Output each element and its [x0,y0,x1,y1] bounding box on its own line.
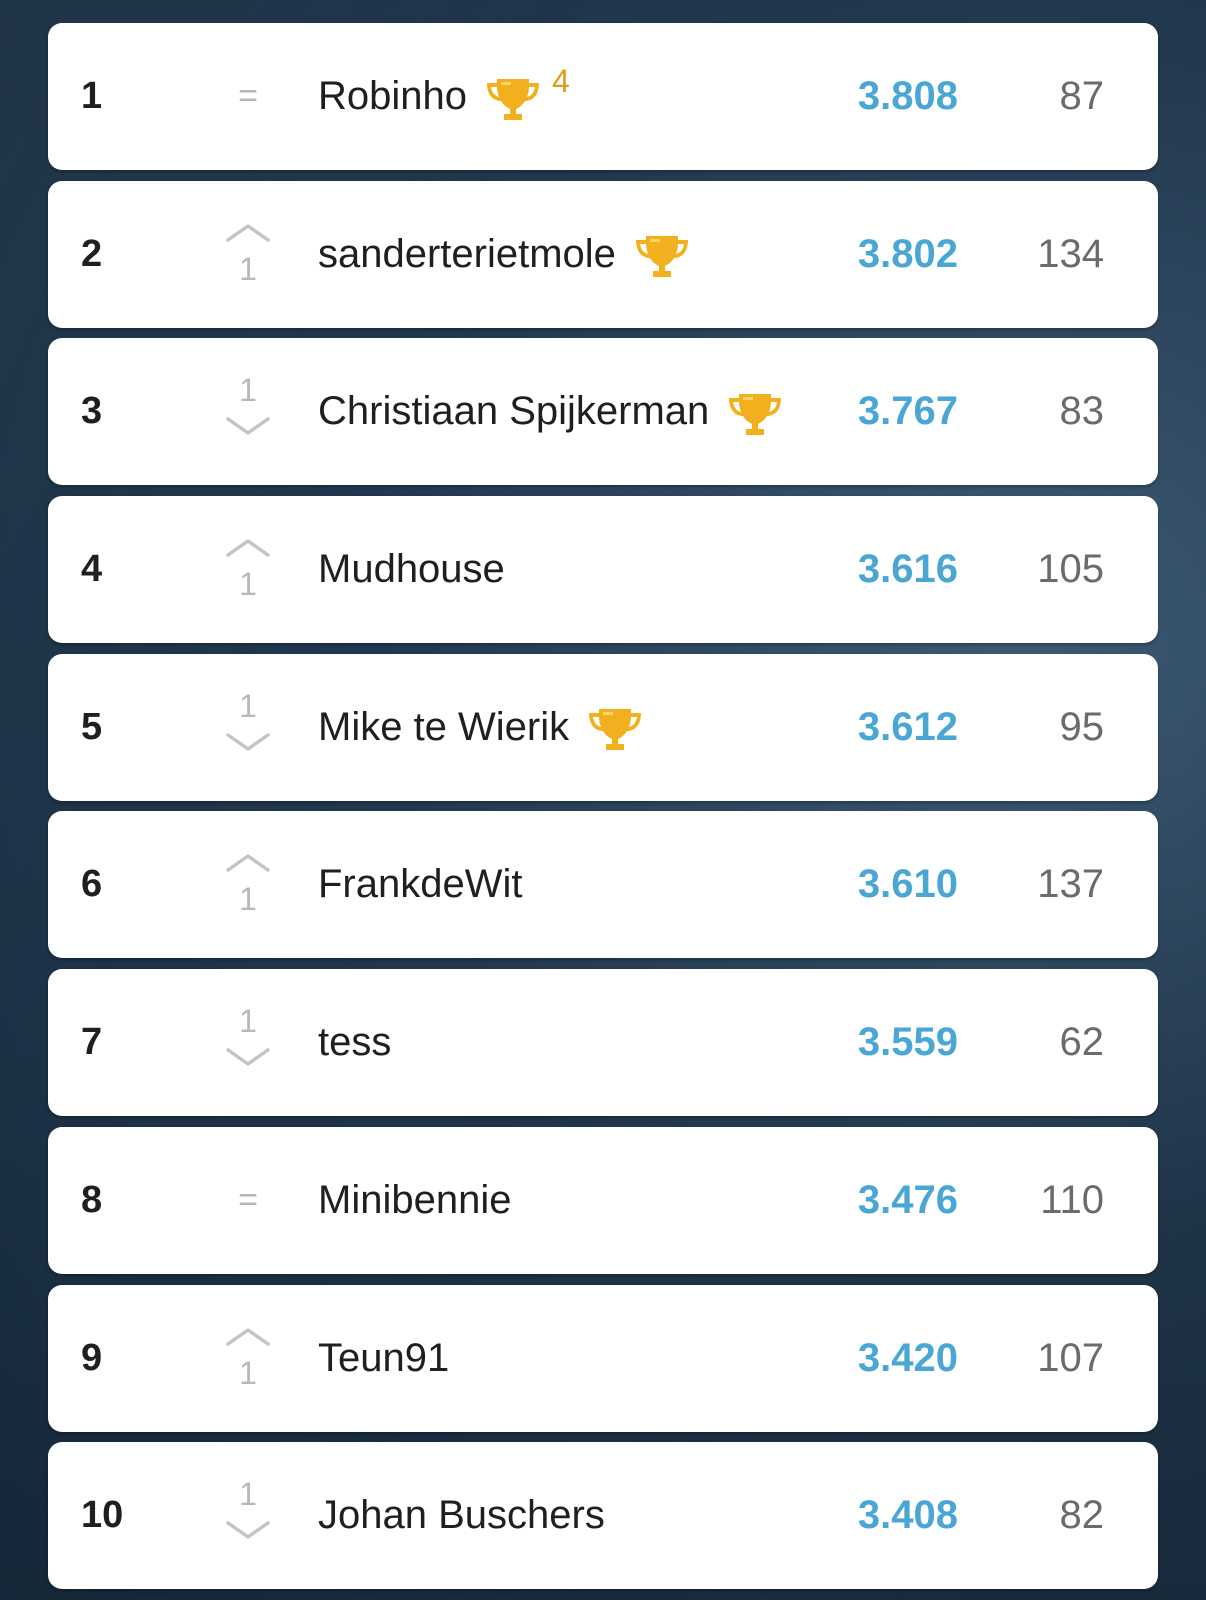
player-count: 83 [1059,389,1105,434]
player-name[interactable]: Minibennie [318,1177,512,1222]
leaderboard-row[interactable]: 3 1 Christiaan Spijkerman 3.767 83 [48,338,1158,486]
trophy-icon [727,388,783,440]
movement-amount: 1 [239,1354,257,1391]
movement-amount: 1 [239,566,257,603]
leaderboard-row[interactable]: 9 1 Teun91 3.420 107 [48,1284,1158,1432]
player-count: 105 [1037,547,1104,592]
player-name[interactable]: Christiaan Spijkerman [318,389,710,434]
movement-amount: 1 [239,687,257,724]
player-count: 110 [1040,1177,1104,1222]
player-points: 3.808 [857,74,958,118]
rank-number: 1 [81,75,103,117]
player-points: 3.559 [857,1020,958,1065]
player-name[interactable]: sanderterietmole [318,231,616,276]
rank-number: 9 [81,1336,103,1379]
player-count: 137 [1037,862,1104,907]
rank-number: 5 [81,705,103,748]
movement-amount: 1 [239,1476,257,1513]
player-cell: FrankdeWit [318,811,523,958]
movement-amount: 1 [239,881,257,918]
player-cell: Robinho [318,23,541,170]
player-name[interactable]: Teun91 [318,1335,450,1380]
leaderboard-row[interactable]: 6 1 FrankdeWit 3.610 137 [48,811,1158,959]
player-points: 3.408 [857,1493,958,1538]
movement-amount: 1 [239,372,257,409]
rank-movement: 1 [198,969,298,1116]
leaderboard-row[interactable]: 7 1 tess 3.559 62 [48,969,1158,1117]
leaderboard-row[interactable]: 8 = Minibennie 3.476 110 [48,1126,1158,1274]
player-cell: Teun91 [318,1285,449,1432]
player-cell: Minibennie [318,1127,511,1274]
rank-number: 3 [81,390,103,433]
rank-movement: 1 [198,1285,298,1432]
rank-movement: 1 [198,496,298,643]
player-cell: Johan Buschers [318,1442,605,1589]
leaderboard-row[interactable]: 2 1 sanderterietmole 3.802 134 [48,180,1158,328]
rank-movement: 1 [198,654,298,801]
player-count: 95 [1059,704,1105,749]
player-cell: tess [318,969,391,1116]
rank-movement: 1 [198,181,298,328]
player-points: 3.802 [857,231,958,276]
rank-number: 10 [81,1494,124,1537]
rank-number: 4 [81,548,103,591]
player-count: 107 [1037,1335,1104,1380]
trophy-icon [587,703,643,755]
rank-number: 8 [81,1178,103,1221]
rank-number: 2 [81,232,103,275]
player-cell: Mike te Wierik [318,654,643,801]
player-name[interactable]: Johan Buschers [318,1493,605,1538]
player-name[interactable]: Robinho [318,74,468,118]
leaderboard-row[interactable]: 10 1 Johan Buschers 3.408 82 [48,1442,1158,1590]
trophy-count: 4 [552,63,570,99]
equals-icon: = [238,77,258,115]
movement-amount: 1 [239,250,257,287]
player-cell: Christiaan Spijkerman [318,338,783,485]
leaderboard-row[interactable]: 4 1 Mudhouse 3.616 105 [48,496,1158,644]
equals-icon: = [238,1180,258,1219]
player-points: 3.767 [857,389,958,434]
rank-movement: = [198,23,298,170]
player-name[interactable]: FrankdeWit [318,862,523,907]
leaderboard-row[interactable]: 1 = Robinho 4 3.808 87 [48,23,1158,170]
player-count: 82 [1059,1493,1105,1538]
leaderboard-list: 1 = Robinho 4 3.808 87 2 1 sanderterietmole 3.802… [48,23,1158,1600]
movement-amount: 1 [239,1003,257,1040]
leaderboard-row[interactable]: 5 1 Mike te Wierik 3.612 95 [48,653,1158,801]
player-count: 87 [1059,74,1105,118]
player-name[interactable]: Mudhouse [318,547,505,592]
rank-movement: 1 [198,811,298,958]
rank-number: 7 [81,1021,103,1064]
player-count: 134 [1037,231,1104,276]
player-points: 3.610 [857,862,958,907]
player-points: 3.476 [857,1177,958,1222]
player-count: 62 [1059,1020,1105,1065]
player-points: 3.420 [857,1335,958,1380]
player-name[interactable]: tess [318,1020,392,1065]
rank-movement: 1 [198,338,298,485]
trophy-icon [634,230,690,282]
rank-movement: = [198,1127,298,1274]
trophy-icon [485,73,541,125]
rank-number: 6 [81,863,103,906]
player-cell: sanderterietmole [318,181,690,328]
player-name[interactable]: Mike te Wierik [318,704,570,749]
player-points: 3.616 [857,547,958,592]
player-cell: Mudhouse [318,496,505,643]
player-points: 3.612 [857,704,958,749]
rank-movement: 1 [198,1442,298,1589]
